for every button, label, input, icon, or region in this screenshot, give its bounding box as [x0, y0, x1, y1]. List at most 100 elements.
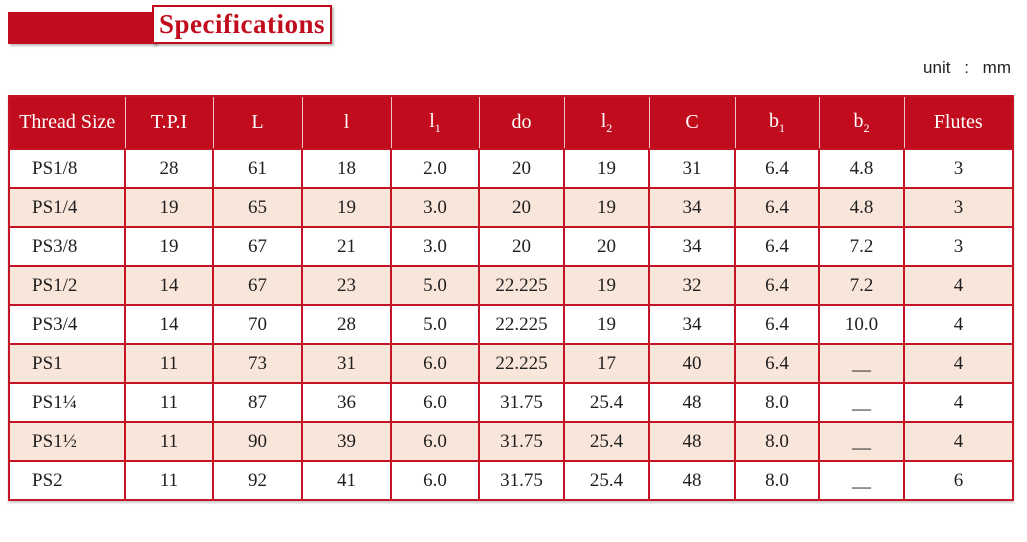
table-cell: 87	[212, 382, 303, 423]
thread-size-cell: PS3/4	[8, 304, 126, 345]
col-header-c: C	[649, 95, 736, 150]
table-cell: 22.225	[478, 265, 565, 306]
unit-note: unit : mm	[923, 58, 1011, 78]
table-cell: 22.225	[478, 343, 565, 384]
table-cell: 40	[648, 343, 736, 384]
table-cell: 5.0	[390, 304, 480, 345]
table-cell: 11	[124, 460, 214, 501]
table-cell: 6.4	[734, 148, 820, 189]
table-cell: 19	[124, 226, 214, 267]
table-cell: 34	[648, 187, 736, 228]
table-cell: 10.0	[818, 304, 905, 345]
title-accent-bar	[8, 12, 156, 44]
table-cell: 7.2	[818, 265, 905, 306]
table-cell: 3.0	[390, 226, 480, 267]
col-header-l: L	[213, 95, 303, 150]
table-row: PS3/4 14 70 28 5.0 22.225 19 34 6.4 10.0 4	[8, 304, 1014, 345]
table-cell: 19	[563, 148, 650, 189]
table-row: PS1¼ 11 87 36 6.0 31.75 25.4 48 8.0 __ 4	[8, 382, 1014, 423]
table-cell: 14	[124, 265, 214, 306]
table-cell: 19	[563, 265, 650, 306]
table-cell: 25.4	[563, 421, 650, 462]
thread-size-cell: PS1	[8, 343, 126, 384]
table-cell: 6.4	[734, 265, 820, 306]
table-cell: 8.0	[734, 460, 820, 501]
page-title: Specifications	[159, 9, 325, 39]
table-cell: 3	[903, 226, 1014, 267]
table-cell: 22.225	[478, 304, 565, 345]
table-row: PS1/8 28 61 18 2.0 20 19 31 6.4 4.8 3	[8, 148, 1014, 189]
unit-value: mm	[982, 58, 1011, 77]
col-header-t-p-i: T.P.I	[125, 95, 214, 150]
table-cell: 41	[301, 460, 392, 501]
table-cell: 25.4	[563, 460, 650, 501]
unit-colon: :	[964, 58, 969, 77]
table-cell: __	[818, 382, 905, 423]
table-cell: 18	[301, 148, 392, 189]
thread-size-cell: PS1/4	[8, 187, 126, 228]
table-cell: 4	[903, 304, 1014, 345]
thread-size-cell: PS2	[8, 460, 126, 501]
table-cell: 67	[212, 265, 303, 306]
col-header-l-2: l2	[564, 95, 650, 150]
thread-size-cell: PS1/2	[8, 265, 126, 306]
table-cell: __	[818, 421, 905, 462]
table-cell: __	[818, 460, 905, 501]
table-cell: 19	[301, 187, 392, 228]
table-row: PS2 11 92 41 6.0 31.75 25.4 48 8.0 __ 6	[8, 460, 1014, 501]
table-cell: 21	[301, 226, 392, 267]
table-cell: 3	[903, 148, 1014, 189]
table-cell: 14	[124, 304, 214, 345]
table-cell: 4	[903, 382, 1014, 423]
table-cell: 20	[478, 187, 565, 228]
table-cell: 48	[648, 421, 736, 462]
table-cell: 6.4	[734, 343, 820, 384]
table-cell: 36	[301, 382, 392, 423]
table-cell: 31	[301, 343, 392, 384]
thread-size-cell: PS1½	[8, 421, 126, 462]
table-cell: 34	[648, 226, 736, 267]
table-cell: 6.4	[734, 187, 820, 228]
table-cell: 31.75	[478, 421, 565, 462]
table-cell: 92	[212, 460, 303, 501]
table-body: PS1/8 28 61 18 2.0 20 19 31 6.4 4.8 3 PS1/4 19 65 19 3.…	[8, 148, 1014, 501]
table-cell: 19	[124, 187, 214, 228]
table-cell: 90	[212, 421, 303, 462]
table-cell: 5.0	[390, 265, 480, 306]
table-cell: 11	[124, 421, 214, 462]
table-cell: 32	[648, 265, 736, 306]
col-header-thread-size: Thread Size	[8, 95, 126, 150]
table-cell: 4	[903, 265, 1014, 306]
table-cell: 34	[648, 304, 736, 345]
page-title-box: Specifications	[152, 5, 332, 44]
table-cell: 8.0	[734, 421, 820, 462]
table-cell: 39	[301, 421, 392, 462]
table-cell: 4	[903, 421, 1014, 462]
table-row: PS1 11 73 31 6.0 22.225 17 40 6.4 __ 4	[8, 343, 1014, 384]
table-cell: 20	[478, 226, 565, 267]
table-row: PS1/4 19 65 19 3.0 20 19 34 6.4 4.8 3	[8, 187, 1014, 228]
table-cell: 11	[124, 343, 214, 384]
table-cell: 31.75	[478, 460, 565, 501]
table-cell: 17	[563, 343, 650, 384]
table-cell: 6.0	[390, 343, 480, 384]
table-cell: 6.0	[390, 421, 480, 462]
table-cell: 48	[648, 460, 736, 501]
table-cell: 48	[648, 382, 736, 423]
table-cell: 65	[212, 187, 303, 228]
table-cell: 19	[563, 187, 650, 228]
table-cell: 28	[124, 148, 214, 189]
table-cell: 6.0	[390, 382, 480, 423]
table-cell: 31	[648, 148, 736, 189]
table-cell: 20	[563, 226, 650, 267]
table-cell: 11	[124, 382, 214, 423]
table-cell: 8.0	[734, 382, 820, 423]
thread-size-cell: PS1¼	[8, 382, 126, 423]
table-cell: 31.75	[478, 382, 565, 423]
table-cell: 4.8	[818, 187, 905, 228]
table-cell: 6	[903, 460, 1014, 501]
table-cell: 6.4	[734, 226, 820, 267]
table-cell: 3	[903, 187, 1014, 228]
